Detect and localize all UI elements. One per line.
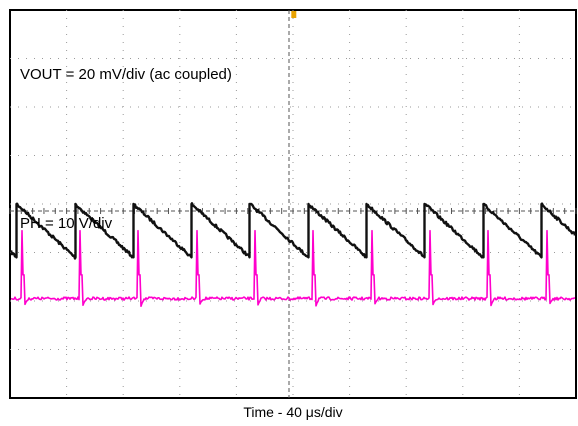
- vout-trace: [9, 202, 577, 260]
- trigger-marker: [291, 11, 297, 18]
- ph-channel-label: PH = 10 V/div: [20, 215, 113, 232]
- x-axis-label: Time - 40 μs/div: [243, 404, 342, 420]
- vout-channel-label: VOUT = 20 mV/div (ac coupled): [20, 66, 232, 83]
- grid: [9, 10, 577, 398]
- ph-trace: [10, 229, 576, 308]
